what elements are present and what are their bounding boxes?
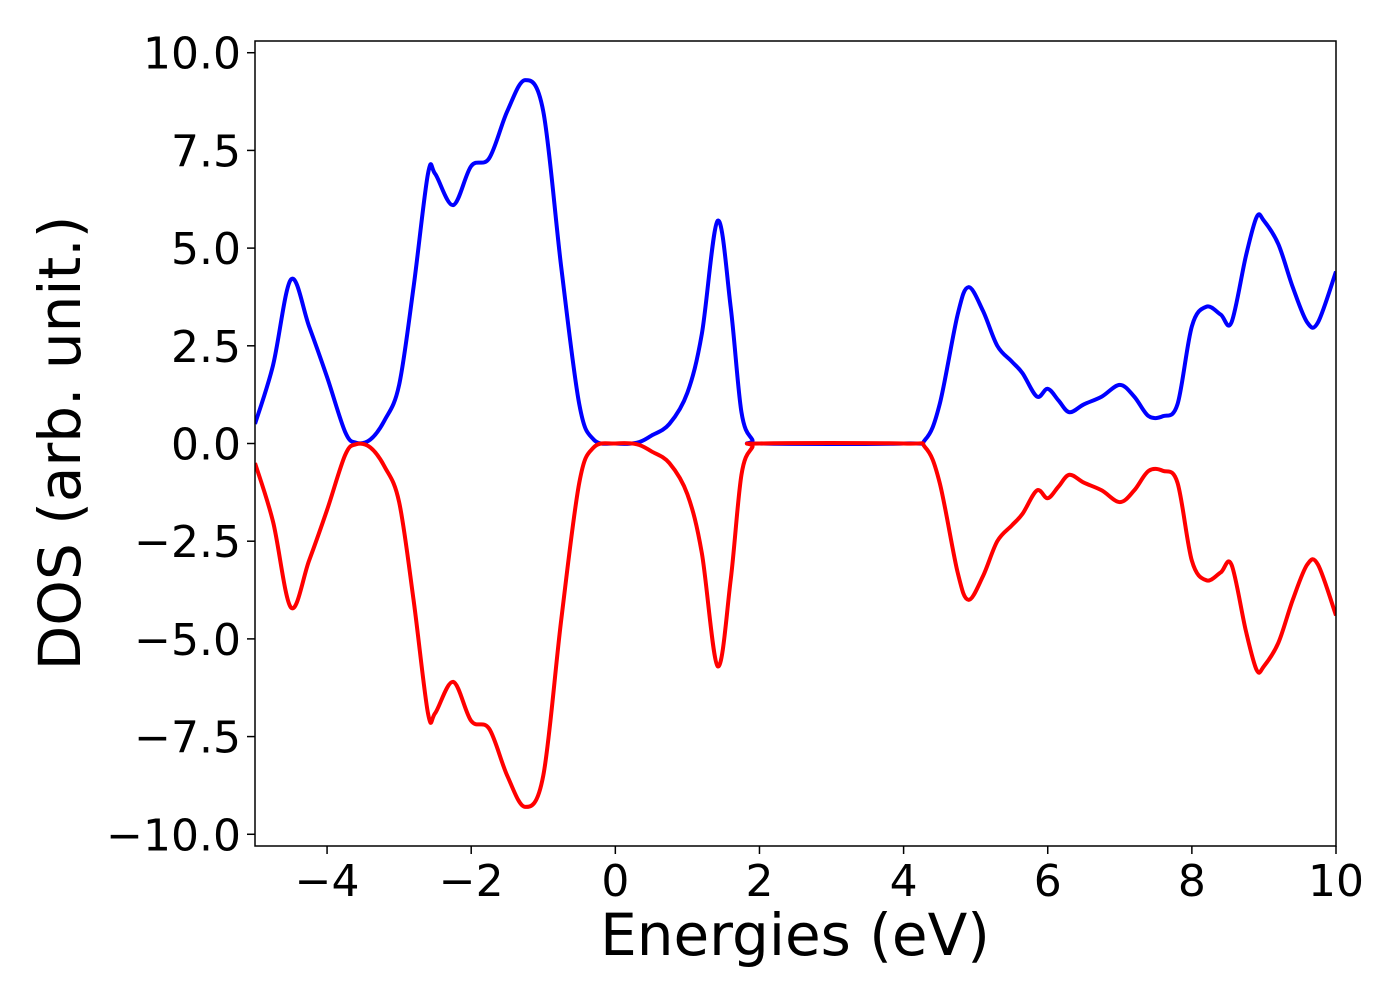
y-tick-label: −2.5 [134,517,241,568]
plot-frame [254,40,1337,847]
series-line [255,78,1336,446]
y-tick-label: 0.0 [171,420,241,471]
y-tick-label: 5.0 [171,224,241,275]
y-tick-label: −10.0 [106,810,241,861]
x-tick-label: 6 [1034,856,1062,907]
x-tick-label: 0 [601,856,629,907]
x-tick-label: −4 [295,856,360,907]
y-tick-label: 10.0 [143,29,241,80]
y-tick-label: −7.5 [134,713,241,764]
series-line [255,441,1336,809]
y-tick-label: 2.5 [171,322,241,373]
x-tick-label: −2 [439,856,504,907]
x-tick-label: 2 [745,856,773,907]
x-tick-label: 4 [890,856,918,907]
y-tick-label: −5.0 [134,615,241,666]
x-axis-label: Energies (eV) [600,901,990,969]
y-axis-label: DOS (arb. unit.) [26,216,94,671]
x-tick-label: 8 [1178,856,1206,907]
y-tick-label: 7.5 [171,126,241,177]
x-tick-label: 10 [1308,856,1364,907]
